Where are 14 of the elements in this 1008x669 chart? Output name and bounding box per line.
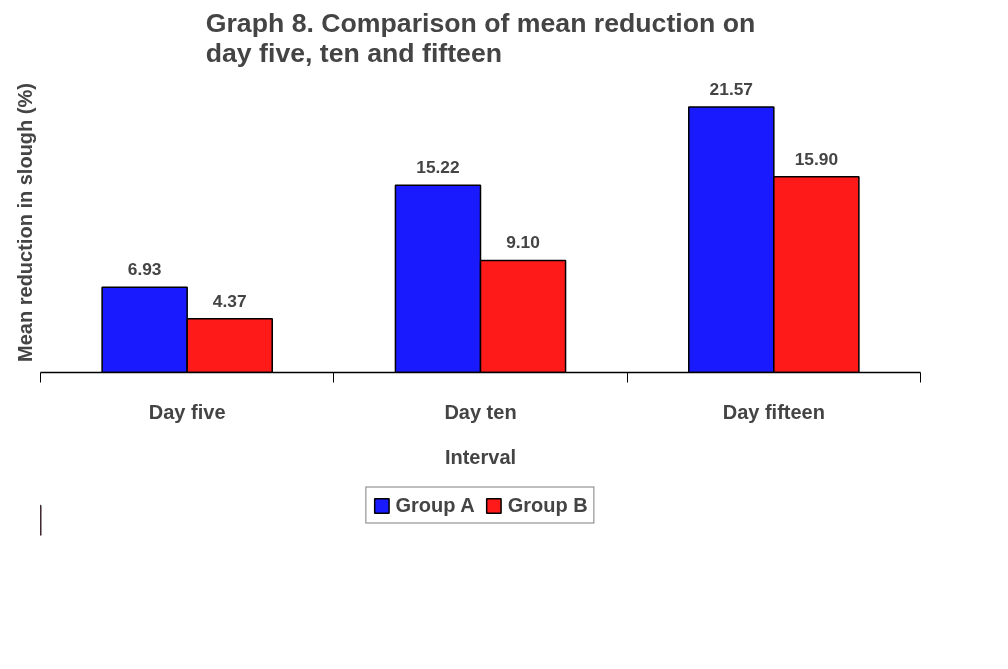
data-label: 21.57 [709,79,753,100]
x-axis-title: Interval [444,445,517,468]
x-tick-label: Day five [148,400,226,423]
data-label: 15.90 [794,148,839,169]
legend-label: Group B [507,493,588,517]
y-axis-title: Mean reduction in slough (%) [13,83,36,362]
x-tick-label: Day fifteen [722,400,825,423]
data-label: 15.22 [416,157,460,178]
legend-label: Group A [395,493,475,517]
data-label: 4.37 [212,290,247,311]
chart-title: Graph 8. Comparison of mean reduction on day five, ten and fifteen [205,7,756,68]
data-label: 9.10 [506,232,540,253]
data-label: 6.93 [127,259,162,280]
x-tick-label: Day ten [444,400,517,423]
